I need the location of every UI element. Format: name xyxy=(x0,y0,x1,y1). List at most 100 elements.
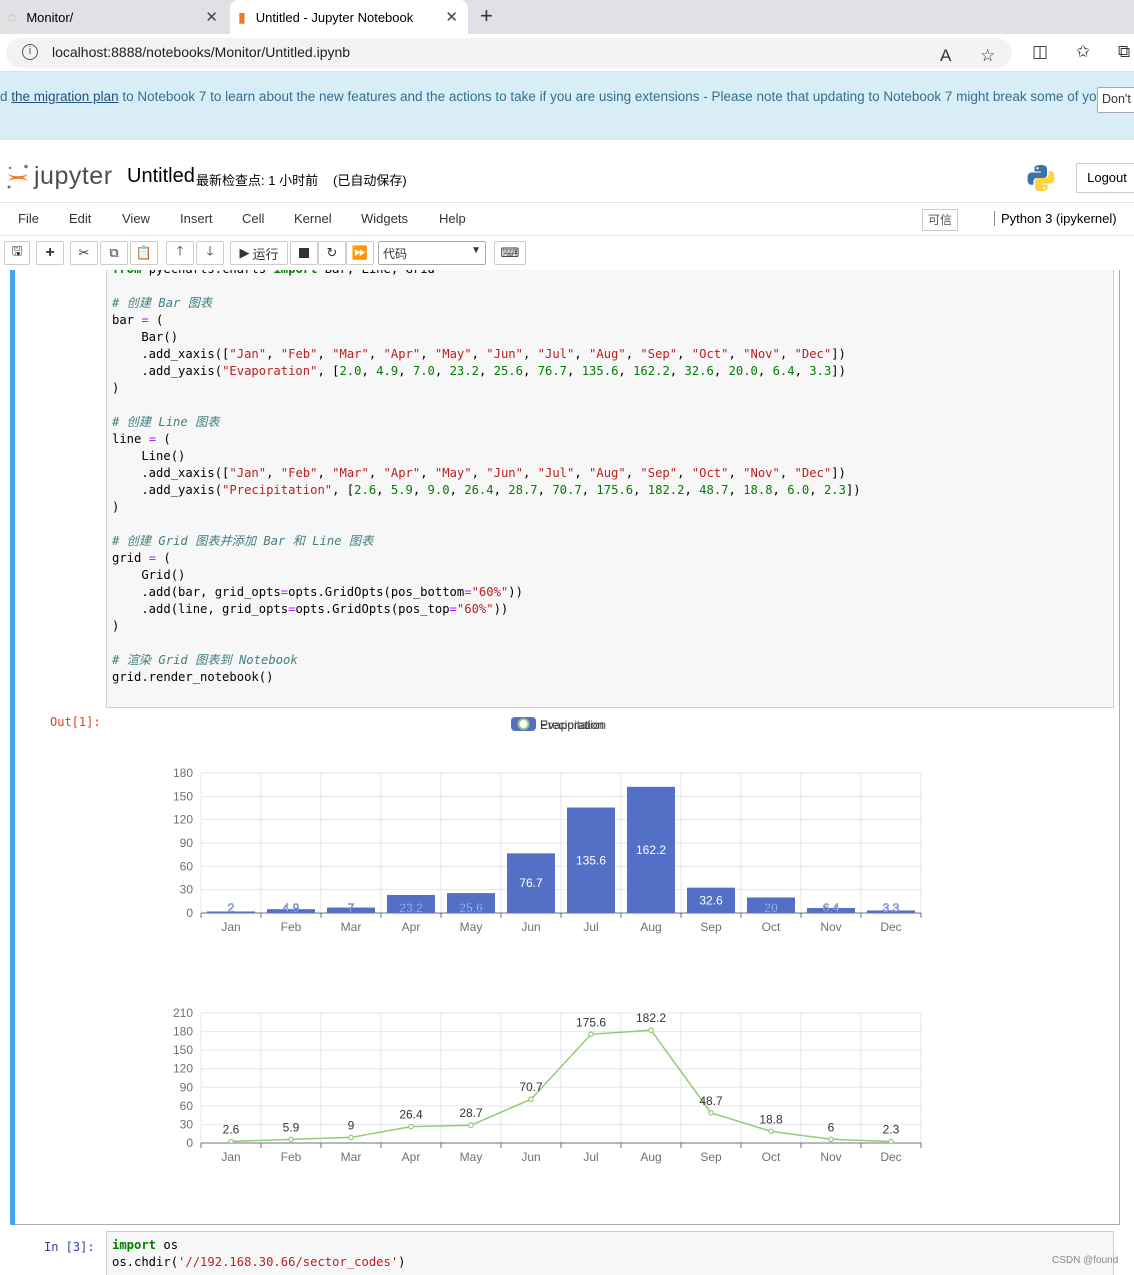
bar-oct xyxy=(747,897,795,913)
copy-button[interactable]: ⧉ xyxy=(100,241,128,265)
x-tick-label: Feb xyxy=(281,1150,302,1164)
x-tick-label: Jan xyxy=(221,920,240,934)
menu-insert[interactable]: Insert xyxy=(180,211,213,226)
url-text[interactable]: localhost:8888/notebooks/Monitor/Untitle… xyxy=(52,44,351,60)
menu-cell[interactable]: Cell xyxy=(242,211,265,226)
line-data-label: 26.4 xyxy=(399,1108,423,1122)
split-screen-icon[interactable]: ◫ xyxy=(1032,42,1049,61)
notebook-container: from pyecharts.charts import Bar, Line, … xyxy=(0,270,1134,1275)
keyboard-icon: ⌨ xyxy=(500,245,520,260)
interrupt-button[interactable] xyxy=(290,241,318,265)
bar-chart-evaporation: 0 30 60 90 120 150 180 Jan Feb Mar Apr May Jun Jul Aug… xyxy=(173,766,922,934)
close-icon[interactable]: ✕ xyxy=(205,9,218,26)
cut-button[interactable]: ✂ xyxy=(70,241,98,265)
close-icon[interactable]: ✕ xyxy=(445,9,458,26)
bar-nov xyxy=(807,908,855,913)
cell-type-select[interactable]: 代码 ▼ xyxy=(378,241,486,265)
restart-button[interactable]: ↻ xyxy=(318,241,346,265)
line-point-aug xyxy=(648,1027,654,1034)
x-tick-label: Jan xyxy=(221,1150,240,1164)
bar-data-label: 23.2 xyxy=(399,901,423,915)
insert-cell-button[interactable]: + xyxy=(36,241,64,265)
info-icon[interactable]: i xyxy=(22,44,38,60)
line-point-dec xyxy=(888,1138,894,1145)
menu-view[interactable]: View xyxy=(122,211,150,226)
line-point-feb xyxy=(288,1136,294,1143)
menu-help[interactable]: Help xyxy=(439,211,466,226)
line-data-label: 9 xyxy=(348,1118,355,1132)
browser-tab-untitled[interactable]: ▮ Untitled - Jupyter Notebook ✕ xyxy=(230,0,468,34)
bar-mar xyxy=(327,907,375,913)
plus-icon: + xyxy=(45,244,55,261)
x-tick-label: Jul xyxy=(583,920,598,934)
jupyter-logo[interactable]: jupyter xyxy=(6,162,113,191)
notebook-name[interactable]: Untitled xyxy=(127,165,195,187)
bar-apr xyxy=(387,894,435,913)
code-cell-input[interactable]: import os os.chdir('//192.168.30.66/sect… xyxy=(106,1231,1114,1275)
browser-tab-monitor[interactable]: ◌ Monitor/ ✕ xyxy=(0,0,228,34)
y-tick-label: 60 xyxy=(180,859,194,873)
favorites-icon[interactable]: ✩ xyxy=(1076,42,1091,61)
arrow-down-icon: 🡓 xyxy=(206,243,214,258)
dont-show-button[interactable]: Don't xyxy=(1097,87,1134,113)
favorite-star-icon[interactable]: ☆ xyxy=(980,46,996,65)
address-bar: i localhost:8888/notebooks/Monitor/Untit… xyxy=(0,34,1134,72)
url-box[interactable]: i localhost:8888/notebooks/Monitor/Untit… xyxy=(6,38,1012,68)
migration-banner: d the migration plan to Notebook 7 to le… xyxy=(0,72,1134,140)
trusted-indicator[interactable]: 可信 xyxy=(922,209,958,231)
y-tick-label: 120 xyxy=(173,813,193,827)
notebook-toolbar: 🖫 + ✂ ⧉ 📋 🡑 🡓 ▶ 运行 ↻ ⏩ 代码 ▼ ⌨ xyxy=(0,236,1134,270)
logout-button[interactable]: Logout xyxy=(1076,163,1134,193)
menu-bar: File Edit View Insert Cell Kernel Widget… xyxy=(0,202,1134,236)
menu-kernel[interactable]: Kernel xyxy=(294,211,332,226)
menu-file[interactable]: File xyxy=(18,211,39,226)
move-down-button[interactable]: 🡓 xyxy=(196,241,224,265)
x-tick-label: Sep xyxy=(700,1150,722,1164)
new-tab-icon[interactable]: + xyxy=(480,3,493,28)
line-point-sep xyxy=(708,1110,714,1116)
bar-data-label: 25.6 xyxy=(459,901,483,915)
bar-data-label: 6.4 xyxy=(823,901,840,915)
collections-icon[interactable]: ⧉ xyxy=(1118,42,1131,61)
legend-label-precipitation: Precipitation xyxy=(540,718,606,732)
y-tick-label: 90 xyxy=(180,836,194,850)
menu-edit[interactable]: Edit xyxy=(69,211,92,226)
code-text[interactable]: from pyecharts.charts import Bar, Line, … xyxy=(112,270,861,684)
watermark: CSDN @found xyxy=(1052,1255,1119,1266)
x-tick-label: Dec xyxy=(880,1150,901,1164)
code-cell-input[interactable]: from pyecharts.charts import Bar, Line, … xyxy=(106,270,1114,708)
y-tick-label: 90 xyxy=(180,1080,194,1094)
bar-may xyxy=(447,893,495,913)
checkpoint-status: 最新检查点: 1 小时前 xyxy=(196,173,319,188)
line-point-apr xyxy=(408,1123,414,1130)
y-tick-label: 30 xyxy=(180,883,194,897)
logo-text: jupyter xyxy=(34,162,113,190)
line-data-label: 2.6 xyxy=(223,1122,240,1136)
move-up-button[interactable]: 🡑 xyxy=(166,241,194,265)
bar-data-label: 135.6 xyxy=(576,853,606,867)
paste-button[interactable]: 📋 xyxy=(130,241,158,265)
x-tick-label: Nov xyxy=(820,920,841,934)
command-palette-button[interactable]: ⌨ xyxy=(494,241,526,265)
line-point-nov xyxy=(828,1136,834,1143)
read-aloud-icon[interactable]: A xyxy=(940,46,952,65)
restart-run-all-button[interactable]: ⏩ xyxy=(346,241,374,265)
x-tick-label: Apr xyxy=(402,1150,421,1164)
run-button[interactable]: ▶ 运行 xyxy=(230,241,288,265)
line-point-jan xyxy=(228,1138,234,1145)
stop-icon xyxy=(299,248,309,258)
notebook-header: jupyter Untitled 最新检查点: 1 小时前 (已自动保存) Lo… xyxy=(0,140,1134,202)
save-button[interactable]: 🖫 xyxy=(4,241,30,265)
code-text[interactable]: import os os.chdir('//192.168.30.66/sect… xyxy=(112,1238,406,1269)
y-tick-label: 180 xyxy=(173,1025,193,1039)
notebook-favicon-icon: ▮ xyxy=(238,8,246,25)
line-chart-precipitation: 0 30 60 90 120 150 180 210 Jan Feb Mar Apr May Jun Jul… xyxy=(173,1006,922,1164)
tab-title: Untitled - Jupyter Notebook xyxy=(255,9,414,25)
migration-plan-link[interactable]: the migration plan xyxy=(11,89,119,104)
line-point-jun xyxy=(528,1096,534,1103)
x-tick-label: Apr xyxy=(402,920,421,934)
x-tick-label: Nov xyxy=(820,1150,841,1164)
menu-widgets[interactable]: Widgets xyxy=(361,211,408,226)
legend-label-evaporation: Evaporation xyxy=(540,718,604,732)
